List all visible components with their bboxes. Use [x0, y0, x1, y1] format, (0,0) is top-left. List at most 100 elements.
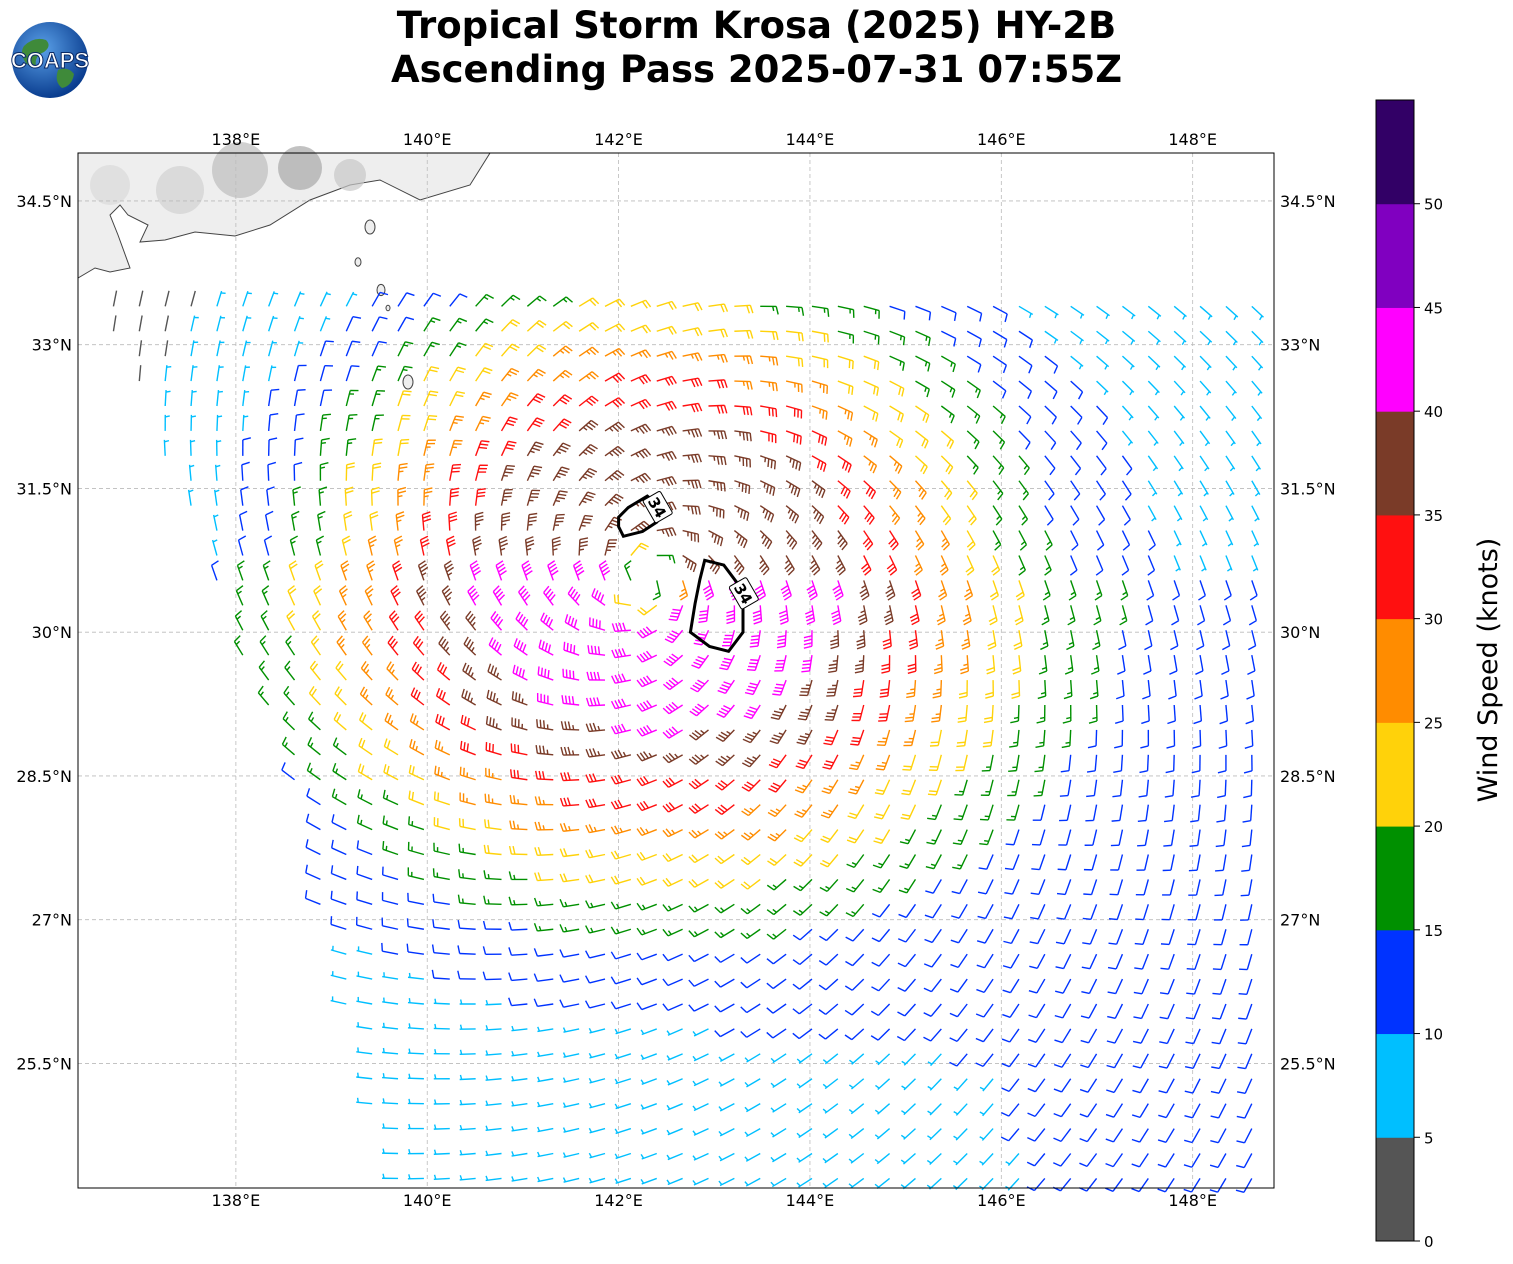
barb-flag — [358, 737, 363, 747]
barb-half-flag — [440, 746, 444, 752]
barb-half-flag — [875, 1060, 880, 1064]
barb-staff — [682, 453, 699, 457]
barb-half-flag — [471, 621, 476, 627]
barb-flag — [585, 824, 590, 833]
barb-half-flag — [474, 547, 480, 551]
wind-barb — [460, 740, 476, 756]
barb-flag — [1041, 620, 1050, 626]
wind-barb — [1162, 854, 1175, 872]
barb-flag — [671, 726, 679, 734]
barb-flag — [795, 765, 804, 770]
izu-island — [364, 219, 376, 235]
barb-flag — [564, 614, 569, 623]
barb-staff — [772, 1028, 787, 1039]
barb-flag — [671, 376, 677, 384]
barb-flag — [571, 696, 575, 705]
wind-barb — [458, 818, 476, 831]
barb-flag — [901, 388, 905, 397]
barb-staff — [1060, 1128, 1072, 1142]
wind-barb — [500, 392, 519, 407]
barb-flag — [1096, 544, 1105, 551]
barb-flag — [749, 407, 753, 416]
wind-barb — [656, 450, 677, 461]
wind-barb — [588, 1053, 606, 1059]
barb-staff — [837, 480, 851, 492]
barb-staff — [956, 1078, 968, 1092]
barb-staff — [433, 1177, 450, 1181]
wind-barb — [458, 843, 476, 856]
barb-staff — [1249, 829, 1253, 846]
barb-staff — [315, 539, 322, 556]
barb-staff — [537, 878, 554, 882]
barb-staff — [1194, 953, 1201, 970]
barb-staff — [408, 798, 425, 806]
wind-barb — [604, 372, 626, 384]
barb-flag — [621, 673, 627, 682]
wind-barb — [407, 972, 424, 980]
wind-barb — [767, 853, 787, 866]
barb-flag — [665, 828, 672, 836]
barb-flag — [418, 560, 426, 566]
barb-flag — [872, 888, 881, 894]
wind-barb — [927, 1078, 942, 1091]
wind-barb — [636, 626, 658, 639]
barb-staff — [383, 797, 399, 806]
wind-barb — [708, 455, 727, 466]
barb-staff — [563, 1177, 580, 1183]
barb-staff — [992, 530, 1002, 545]
wind-barb — [837, 380, 854, 395]
barb-staff — [551, 539, 554, 556]
barb-staff — [914, 530, 925, 545]
barb-flag — [636, 753, 643, 762]
barb-flag — [589, 467, 598, 473]
wind-barb — [282, 711, 296, 731]
barb-half-flag — [744, 1131, 749, 1136]
barb-flag — [443, 588, 451, 595]
barb-flag — [1115, 695, 1125, 700]
barb-staff — [459, 1053, 476, 1056]
barb-flag — [621, 648, 627, 657]
barb-staff — [708, 379, 725, 382]
barb-flag — [1026, 416, 1032, 425]
barb-staff — [1121, 680, 1125, 697]
barb-flag — [559, 823, 564, 832]
barb-flag — [770, 785, 779, 790]
barb-flag — [971, 492, 978, 501]
wind-barb — [1221, 655, 1230, 675]
barb-flag — [585, 850, 590, 859]
barb-flag — [766, 484, 770, 493]
barb-staff — [382, 975, 399, 980]
barb-staff — [1033, 1177, 1046, 1191]
wind-barb — [1080, 1003, 1098, 1019]
barb-flag — [1079, 1088, 1089, 1093]
barb-half-flag — [1151, 492, 1157, 497]
barb-half-flag — [964, 613, 970, 617]
barb-flag — [714, 955, 722, 963]
barb-flag — [1082, 942, 1091, 945]
barb-flag — [385, 686, 391, 695]
barb-flag — [335, 660, 342, 669]
barb-staff — [1060, 1177, 1072, 1192]
barb-flag — [778, 610, 788, 615]
wind-barb — [319, 413, 332, 432]
barb-staff — [1066, 804, 1072, 821]
barb-half-flag — [936, 688, 942, 691]
barb-staff — [437, 669, 451, 681]
wind-barb — [778, 605, 789, 625]
wind-barb — [1172, 580, 1181, 601]
barb-flag — [818, 1009, 827, 1015]
barb-half-flag — [979, 1111, 985, 1115]
barb-half-flag — [376, 368, 382, 371]
barb-staff — [1225, 704, 1229, 721]
wind-barb — [188, 464, 195, 481]
wind-barb — [1096, 455, 1107, 476]
barb-flag — [668, 728, 676, 736]
barb-staff — [667, 853, 683, 863]
wind-barb — [552, 418, 572, 432]
barb-flag — [313, 613, 321, 620]
wind-barb — [387, 635, 399, 656]
wind-barb — [744, 1053, 761, 1063]
barb-half-flag — [1256, 416, 1261, 422]
barb-flag — [819, 862, 828, 868]
barb-flag — [792, 910, 801, 916]
